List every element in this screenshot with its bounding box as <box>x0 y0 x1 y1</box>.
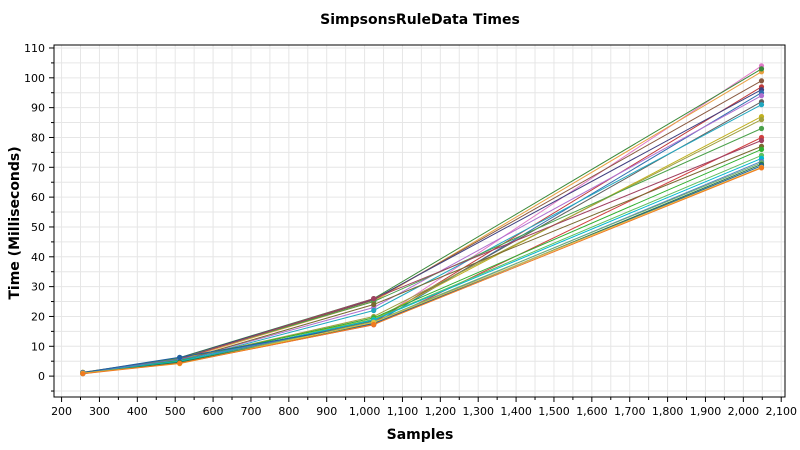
x-tick-label: 800 <box>278 405 299 418</box>
data-point <box>758 78 765 84</box>
series-line <box>82 160 762 374</box>
plot-frame <box>53 44 786 398</box>
x-tick-label: 1,600 <box>576 405 608 418</box>
x-tick-label: 1,500 <box>538 405 570 418</box>
data-point <box>758 165 765 171</box>
series-line <box>82 137 762 374</box>
gridlines <box>54 45 785 397</box>
y-tick-label: 100 <box>24 72 45 85</box>
series-2 <box>80 66 765 376</box>
data-point <box>371 301 377 308</box>
x-axis-title: Samples <box>387 427 454 443</box>
x-tick-label: 1,400 <box>500 405 532 418</box>
y-tick-label: 40 <box>31 251 45 264</box>
y-tick-labels: 0 10 20 30 40 50 60 70 80 90 100 110 <box>24 42 45 383</box>
series-8 <box>80 99 765 377</box>
x-tick-labels: 200 300 400 500 600 700 800 900 1,000 1,100 1,200 1… <box>51 405 797 418</box>
x-tick-label: 1,300 <box>462 405 494 418</box>
x-tick-label: 600 <box>203 405 224 418</box>
y-tick-label: 110 <box>24 42 45 55</box>
x-tick-label: 900 <box>316 405 337 418</box>
series-line <box>82 65 762 373</box>
series-0 <box>80 63 765 376</box>
series-21 <box>80 161 765 376</box>
series-7 <box>80 93 765 376</box>
data-point <box>758 66 765 72</box>
series-10 <box>80 114 765 375</box>
y-tick-label: 50 <box>31 221 45 234</box>
y-tick-label: 60 <box>31 191 45 204</box>
x-tick-label: 1,700 <box>614 405 646 418</box>
series-24 <box>80 165 765 377</box>
series-line <box>82 145 762 374</box>
series-line <box>82 101 762 375</box>
series-5 <box>80 87 765 376</box>
data-series <box>80 63 765 377</box>
data-point <box>758 125 765 132</box>
x-tick-label: 1,100 <box>387 405 419 418</box>
series-line <box>82 163 762 374</box>
series-13 <box>80 134 765 376</box>
series-6 <box>80 90 765 376</box>
series-line <box>82 92 762 374</box>
x-tick-label: 300 <box>89 405 110 418</box>
data-point <box>758 117 765 123</box>
x-tick-label: 1,200 <box>425 405 457 418</box>
y-tick-label: 30 <box>31 281 45 294</box>
x-tick-label: 2,100 <box>765 405 797 418</box>
series-line <box>82 167 762 375</box>
y-tick-label: 90 <box>31 102 45 115</box>
x-tick-label: 500 <box>165 405 186 418</box>
x-tick-label: 200 <box>51 405 72 418</box>
series-15 <box>80 143 765 376</box>
series-9 <box>80 102 765 376</box>
series-19 <box>80 158 765 376</box>
y-axis-title: Time (Milliseconds) <box>7 146 23 299</box>
series-line <box>82 162 762 374</box>
data-point <box>371 307 377 314</box>
y-tick-label: 70 <box>31 161 45 174</box>
data-point <box>758 102 765 108</box>
y-tick-label: 20 <box>31 310 45 323</box>
y-tick-label: 0 <box>38 370 45 383</box>
x-tick-label: 1,900 <box>690 405 722 418</box>
data-point <box>758 137 765 144</box>
series-line <box>82 128 762 374</box>
y-tick-label: 10 <box>31 340 45 353</box>
series-line <box>82 119 762 374</box>
series-line <box>82 157 762 374</box>
x-tick-label: 1,000 <box>349 405 381 418</box>
series-line <box>82 148 762 374</box>
data-point <box>177 360 183 366</box>
x-tick-label: 400 <box>127 405 148 418</box>
data-point <box>758 93 765 99</box>
data-point <box>371 296 377 302</box>
data-point <box>371 321 377 328</box>
y-tick-label: 80 <box>31 131 45 144</box>
chart-title: SimpsonsRuleData Times <box>320 12 520 28</box>
series-line <box>82 68 762 374</box>
series-1 <box>80 69 765 376</box>
series-line <box>82 116 762 373</box>
x-tick-label: 700 <box>240 405 261 418</box>
series-22 <box>80 163 765 376</box>
series-11 <box>80 117 765 376</box>
series-18 <box>80 155 765 376</box>
data-point <box>80 371 86 377</box>
x-tick-label: 2,000 <box>728 405 760 418</box>
x-tick-label: 1,800 <box>652 405 684 418</box>
series-12 <box>80 125 765 376</box>
data-point <box>177 354 183 360</box>
data-point <box>758 146 765 152</box>
axis-ticks <box>49 47 782 402</box>
series-line <box>82 71 762 374</box>
